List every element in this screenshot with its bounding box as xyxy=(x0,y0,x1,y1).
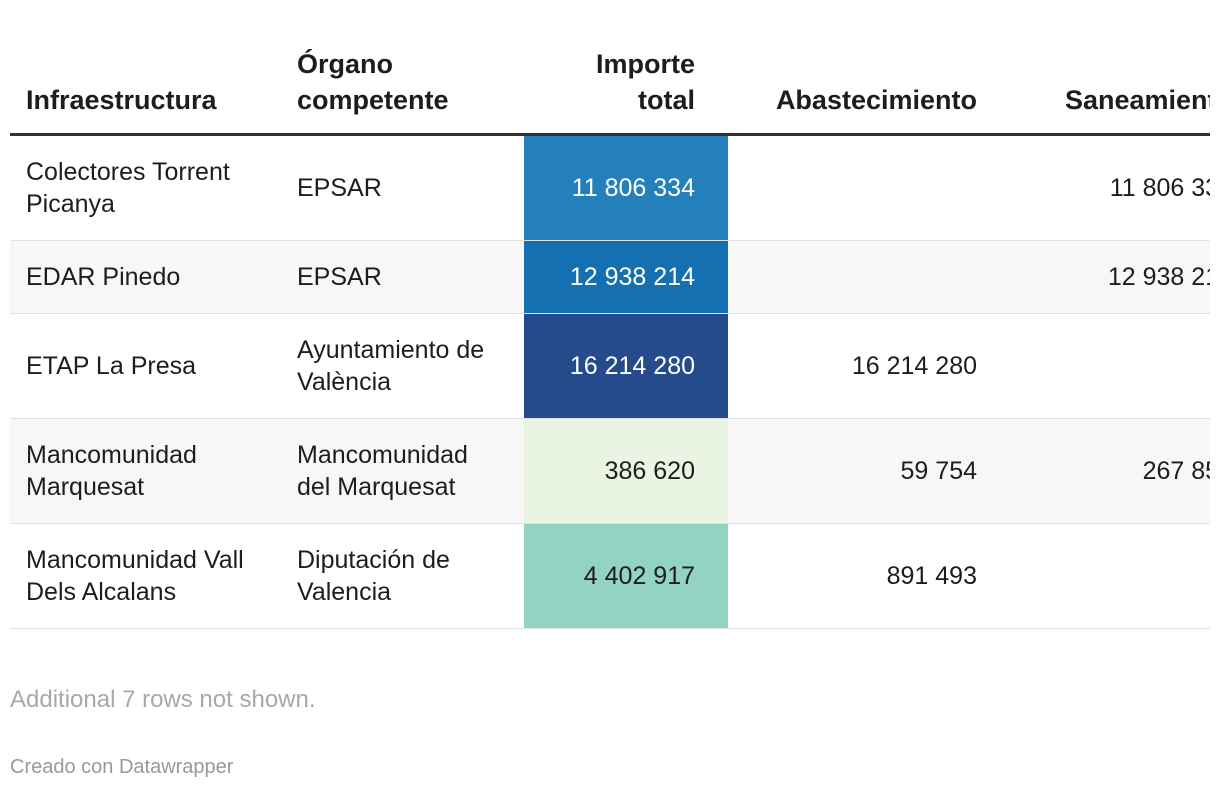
table-cell: 11 806 334 xyxy=(1010,136,1210,240)
table-cell: EDAR Pinedo xyxy=(10,241,281,313)
table-cell xyxy=(1010,314,1210,418)
cell-text: EPSAR xyxy=(297,263,382,291)
table-cell: EPSAR xyxy=(281,241,524,313)
cell-text: 12 938 214 xyxy=(569,263,695,291)
table-cell: 16 214 280 xyxy=(524,314,728,418)
cell-text: 16 214 280 xyxy=(851,352,977,380)
column-header: Abastecimiento xyxy=(775,85,977,115)
table: Infraestructura Órgano competente Importe … xyxy=(10,28,1210,629)
footer: Creado con Datawrapper xyxy=(10,756,234,778)
cell-text: Mancomunidad Vall Dels Alcalans xyxy=(26,546,244,606)
cell-text: 11 806 334 xyxy=(1109,174,1210,202)
table-cell: ETAP La Presa xyxy=(10,314,281,418)
table-row: EDAR Pinedo EPSAR 12 938 214 12 938 214 xyxy=(10,241,1210,314)
cell-text: Ayuntamiento de València xyxy=(297,336,485,396)
cell-text: 4 402 917 xyxy=(583,562,695,590)
table-row: Mancomunidad Marquesat Mancomunidad del M… xyxy=(10,419,1210,524)
table-cell: EPSAR xyxy=(281,136,524,240)
cell-text: 59 754 xyxy=(900,457,977,485)
table-container: Infraestructura Órgano competente Importe … xyxy=(10,28,1210,629)
table-cell: Diputación de Valencia xyxy=(281,524,524,628)
table-row: ETAP La Presa Ayuntamiento de València 16 … xyxy=(10,314,1210,419)
table-cell: 12 938 214 xyxy=(1010,241,1210,313)
cell-text: 12 938 214 xyxy=(1107,263,1210,291)
table-cell xyxy=(728,136,1010,240)
table-cell: Ayuntamiento de València xyxy=(281,314,524,418)
cell-text: ETAP La Presa xyxy=(26,352,196,380)
cell-text: 16 214 280 xyxy=(569,352,695,380)
column-header: Órgano competente xyxy=(297,49,449,115)
table-cell: 16 214 280 xyxy=(728,314,1010,418)
table-cell: Colectores Torrent Picanya xyxy=(10,136,281,240)
table-row: Colectores Torrent Picanya EPSAR 11 806 33… xyxy=(10,136,1210,241)
cell-text: Diputación de Valencia xyxy=(297,546,450,606)
cell-text: Colectores Torrent Picanya xyxy=(26,158,230,218)
table-cell: 59 754 xyxy=(728,419,1010,523)
cell-text: Mancomunidad del Marquesat xyxy=(297,441,468,501)
cell-text: EDAR Pinedo xyxy=(26,263,181,291)
cell-text: Mancomunidad Marquesat xyxy=(26,441,197,501)
cell-text: 11 806 334 xyxy=(571,174,695,202)
table-cell xyxy=(1010,524,1210,628)
table-cell: 386 620 xyxy=(524,419,728,523)
column-header: Saneamiento xyxy=(1064,85,1210,115)
table-cell: 267 858 xyxy=(1010,419,1210,523)
cell-text: EPSAR xyxy=(297,174,382,202)
table-cell: 11 806 334 xyxy=(524,136,728,240)
table-cell: Mancomunidad Marquesat xyxy=(10,419,281,523)
table-cell: 4 402 917 xyxy=(524,524,728,628)
header-row: Infraestructura Órgano competente Importe … xyxy=(10,28,1210,136)
column-header: Importe total xyxy=(595,49,695,115)
table-cell: 12 938 214 xyxy=(524,241,728,313)
table-cell: Mancomunidad del Marquesat xyxy=(281,419,524,523)
notes: Additional 7 rows not shown. xyxy=(10,686,316,713)
cell-text: 891 493 xyxy=(886,562,977,590)
column-header: Infraestructura xyxy=(26,85,217,115)
cell-text: 386 620 xyxy=(604,457,695,485)
table-cell xyxy=(728,241,1010,313)
table-cell: 891 493 xyxy=(728,524,1010,628)
table-cell: Mancomunidad Vall Dels Alcalans xyxy=(10,524,281,628)
cell-text: 267 858 xyxy=(1142,457,1210,485)
table-row: Mancomunidad Vall Dels Alcalans Diputació… xyxy=(10,524,1210,629)
